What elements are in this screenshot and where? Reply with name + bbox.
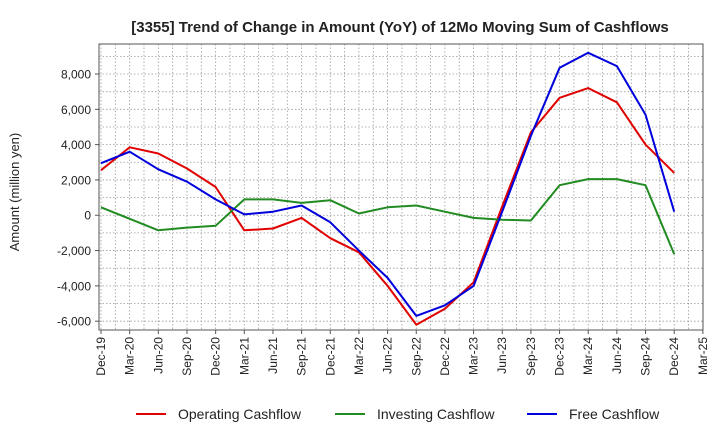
y-tick-label: 6,000 [61,103,91,117]
legend-label: Free Cashflow [569,406,660,422]
x-tick-label: Mar-20 [123,337,137,375]
x-tick-label: Sep-23 [524,337,538,376]
x-tick-label: Dec-23 [553,337,567,376]
y-tick-label: 8,000 [61,68,91,82]
x-tick-label: Mar-25 [696,337,710,375]
series-line-free-cashflow [100,51,676,317]
x-tick-label: Jun-21 [266,337,280,374]
x-tick-label: Sep-24 [639,337,653,376]
x-tick-label: Sep-20 [180,337,194,376]
y-axis-label: Amount (million yen) [7,133,22,252]
series-layer [100,51,676,326]
x-tick-label: Jun-24 [610,337,624,374]
series-line-operating-cashflow [100,87,675,326]
legend-label: Operating Cashflow [178,406,302,422]
x-tick-label: Dec-22 [438,337,452,376]
legend: Operating Cashflow Investing Cashflow Free… [136,406,660,422]
x-tick-label: Mar-23 [467,337,481,375]
y-tick-label: 2,000 [61,173,91,187]
x-tick-label: Dec-21 [323,337,337,376]
x-tick-label: Sep-22 [409,337,423,376]
y-tick-label: 4,000 [61,138,91,152]
x-tick-label: Jun-22 [381,337,395,374]
plot-frame [98,43,704,331]
x-tick-label: Dec-20 [209,337,223,376]
x-tick-label: Mar-21 [237,337,251,375]
y-tick-label: -6,000 [57,315,91,329]
y-tick-label: -2,000 [57,244,91,258]
x-tick-label: Dec-24 [667,337,681,376]
y-tick-label: 0 [84,209,91,223]
y-tick-label: -4,000 [57,279,91,293]
x-tick-label: Jun-23 [495,337,509,374]
series-line-investing-cashflow [100,178,676,255]
chart-title: [3355] Trend of Change in Amount (YoY) o… [131,19,669,36]
x-tick-label: Dec-19 [94,337,108,376]
x-tick-label: Jun-20 [151,337,165,374]
x-tick-label: Mar-24 [581,337,595,375]
grid-layer [99,44,704,330]
x-tick-label: Sep-21 [295,337,309,376]
x-tick-label: Mar-22 [352,337,366,375]
legend-label: Investing Cashflow [377,406,495,422]
axis-layer: -6,000 -4,000 -2,000 0 2,000 4,000 6,000 8,000 D… [57,68,710,376]
